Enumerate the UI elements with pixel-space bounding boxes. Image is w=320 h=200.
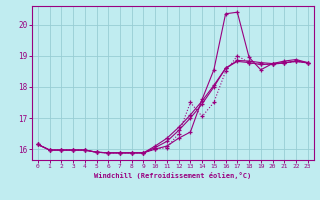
X-axis label: Windchill (Refroidissement éolien,°C): Windchill (Refroidissement éolien,°C) <box>94 172 252 179</box>
